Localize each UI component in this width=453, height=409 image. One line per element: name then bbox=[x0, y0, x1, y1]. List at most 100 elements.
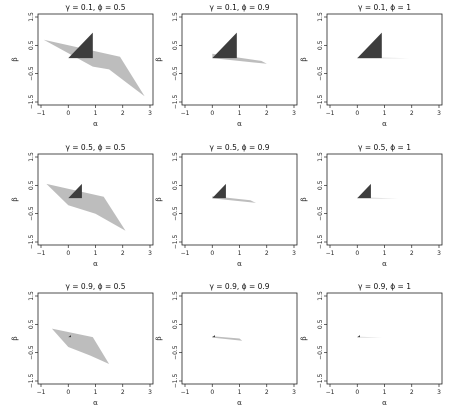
x-tick-label: 1 bbox=[238, 250, 242, 257]
y-tick-label: 1.5 bbox=[317, 152, 324, 162]
plot-frame bbox=[37, 292, 154, 385]
chart-panel-6: γ = 0.5, ϕ = 1 −1 0 1 2 3 −1.5 −0.5 0.5 1.5 α β bbox=[300, 143, 443, 268]
y-tick-label: 0.5 bbox=[28, 319, 35, 329]
y-tick-label: 1.5 bbox=[28, 291, 35, 301]
chart-panel-7: γ = 0.9, ϕ = 0.5 −1 0 1 2 3 −1.5 −0.5 0.5 1.5 α β bbox=[11, 282, 154, 407]
panel-title: γ = 0.1, ϕ = 1 bbox=[358, 3, 411, 12]
panel-title: γ = 0.5, ϕ = 0.5 bbox=[65, 143, 125, 152]
y-tick-label: −1.5 bbox=[317, 235, 324, 250]
y-axis-label: β bbox=[11, 197, 19, 201]
y-axis-label: β bbox=[300, 57, 308, 61]
region-light bbox=[46, 183, 126, 231]
x-tick-label: −1 bbox=[37, 250, 46, 257]
y-tick-label: −0.5 bbox=[172, 66, 179, 81]
x-tick-label: 0 bbox=[66, 389, 70, 396]
region-dark bbox=[357, 183, 371, 199]
x-tick-label: −1 bbox=[37, 110, 46, 117]
y-tick-label: −0.5 bbox=[28, 206, 35, 221]
region-dark bbox=[357, 32, 382, 59]
y-tick-label: −1.5 bbox=[172, 374, 179, 389]
y-tick-label: 0.5 bbox=[28, 40, 35, 50]
x-tick-label: 2 bbox=[265, 389, 269, 396]
x-tick-label: 0 bbox=[210, 389, 214, 396]
x-tick-label: 1 bbox=[238, 389, 242, 396]
x-tick-label: 3 bbox=[437, 250, 441, 257]
panel-title: γ = 0.5, ϕ = 0.9 bbox=[209, 143, 269, 152]
x-axis-label: α bbox=[93, 399, 98, 407]
region-dark bbox=[212, 335, 215, 338]
y-tick-label: −0.5 bbox=[317, 206, 324, 221]
x-axis-label: α bbox=[93, 120, 98, 128]
x-tick-label: 3 bbox=[437, 389, 441, 396]
x-axis-label: α bbox=[237, 120, 242, 128]
y-tick-label: 1.5 bbox=[317, 291, 324, 301]
x-axis-label: α bbox=[382, 120, 387, 128]
x-tick-label: 2 bbox=[410, 250, 414, 257]
panel-title: γ = 0.9, ϕ = 0.5 bbox=[65, 282, 125, 291]
x-tick-label: 0 bbox=[355, 250, 359, 257]
x-tick-label: 1 bbox=[238, 110, 242, 117]
y-tick-label: −0.5 bbox=[317, 345, 324, 360]
y-axis-label: β bbox=[300, 336, 308, 340]
x-tick-label: 0 bbox=[66, 110, 70, 117]
x-tick-label: 3 bbox=[148, 110, 152, 117]
x-tick-label: 2 bbox=[410, 110, 414, 117]
y-axis-label: β bbox=[300, 197, 308, 201]
region-dark bbox=[68, 335, 71, 338]
x-axis-label: α bbox=[93, 260, 98, 268]
y-tick-label: 0.5 bbox=[172, 180, 179, 190]
x-tick-label: 3 bbox=[437, 110, 441, 117]
x-tick-label: 2 bbox=[410, 389, 414, 396]
y-tick-label: 1.5 bbox=[172, 152, 179, 162]
chart-panel-8: γ = 0.9, ϕ = 0.9 −1 0 1 2 3 −1.5 −0.5 0.5 1.5 α β bbox=[155, 282, 298, 407]
y-tick-label: −1.5 bbox=[28, 95, 35, 110]
x-tick-label: 0 bbox=[210, 110, 214, 117]
y-tick-label: −1.5 bbox=[28, 235, 35, 250]
region-light bbox=[212, 336, 243, 341]
x-tick-label: 2 bbox=[121, 110, 125, 117]
y-tick-label: 0.5 bbox=[317, 319, 324, 329]
y-tick-label: 0.5 bbox=[317, 40, 324, 50]
panel-title: γ = 0.1, ϕ = 0.5 bbox=[65, 3, 125, 12]
x-tick-label: 1 bbox=[94, 389, 98, 396]
y-tick-label: −0.5 bbox=[172, 206, 179, 221]
chart-panel-2: γ = 0.1, ϕ = 0.9 −1 0 1 2 3 −1.5 −0.5 0.5 1.5 α β bbox=[155, 3, 298, 128]
y-tick-label: −0.5 bbox=[28, 66, 35, 81]
x-tick-label: 3 bbox=[148, 250, 152, 257]
plot-frame bbox=[326, 153, 443, 246]
x-axis-label: α bbox=[382, 399, 387, 407]
panel-title: γ = 0.9, ϕ = 0.9 bbox=[209, 282, 269, 291]
x-tick-label: −1 bbox=[181, 110, 190, 117]
x-tick-label: 3 bbox=[292, 110, 296, 117]
x-axis-label: α bbox=[237, 399, 242, 407]
plot-frame bbox=[326, 13, 443, 106]
y-tick-label: 1.5 bbox=[317, 12, 324, 22]
x-tick-label: 3 bbox=[148, 389, 152, 396]
x-tick-label: 2 bbox=[265, 250, 269, 257]
x-tick-label: −1 bbox=[326, 250, 335, 257]
x-tick-label: 3 bbox=[292, 389, 296, 396]
x-tick-label: 1 bbox=[94, 110, 98, 117]
y-axis-label: β bbox=[155, 57, 163, 61]
y-tick-label: 1.5 bbox=[172, 12, 179, 22]
region-light bbox=[51, 328, 110, 364]
y-tick-label: 0.5 bbox=[317, 180, 324, 190]
region-dark bbox=[212, 32, 237, 59]
region-light bbox=[357, 336, 385, 338]
region-dark bbox=[357, 335, 360, 338]
x-tick-label: 3 bbox=[292, 250, 296, 257]
y-tick-label: 1.5 bbox=[28, 12, 35, 22]
x-tick-label: 1 bbox=[383, 110, 387, 117]
panel-title: γ = 0.9, ϕ = 1 bbox=[358, 282, 411, 291]
x-tick-label: −1 bbox=[326, 389, 335, 396]
y-tick-label: 0.5 bbox=[172, 40, 179, 50]
x-tick-label: 1 bbox=[94, 250, 98, 257]
x-tick-label: −1 bbox=[181, 389, 190, 396]
y-tick-label: −1.5 bbox=[317, 374, 324, 389]
x-tick-label: 0 bbox=[66, 250, 70, 257]
region-dark bbox=[68, 183, 82, 199]
chart-panel-3: γ = 0.1, ϕ = 1 −1 0 1 2 3 −1.5 −0.5 0.5 1.5 α β bbox=[300, 3, 443, 128]
chart-panel-9: γ = 0.9, ϕ = 1 −1 0 1 2 3 −1.5 −0.5 0.5 1.5 α β bbox=[300, 282, 443, 407]
x-tick-label: 1 bbox=[383, 389, 387, 396]
